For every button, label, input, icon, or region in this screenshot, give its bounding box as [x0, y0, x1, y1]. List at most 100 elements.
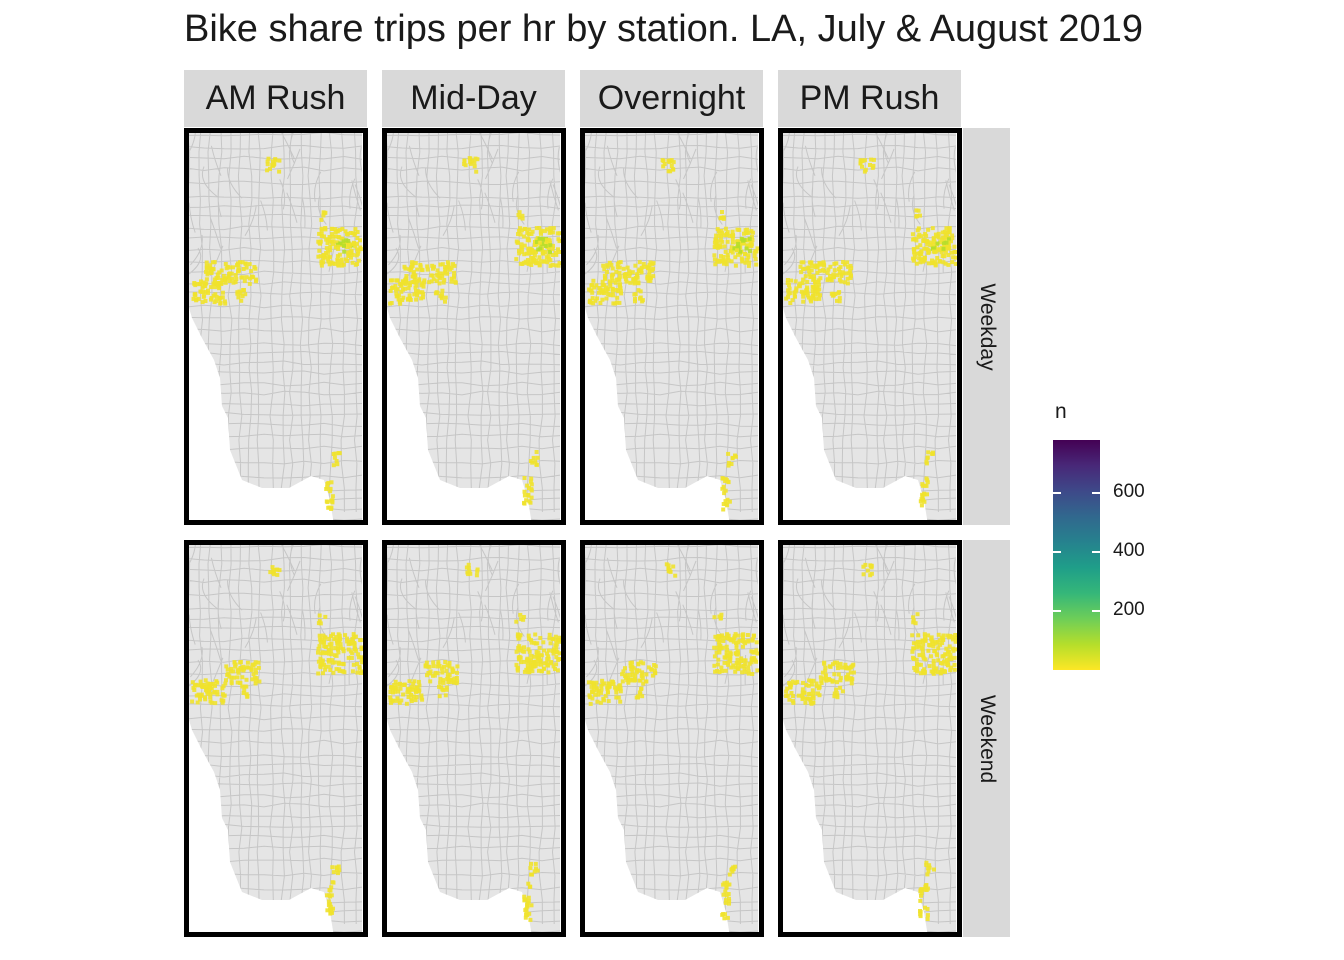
station-marker — [407, 281, 412, 286]
station-marker — [837, 296, 842, 301]
station-marker — [407, 297, 412, 301]
station-marker — [932, 867, 936, 872]
station-marker — [713, 262, 718, 267]
station-marker — [722, 916, 727, 921]
station-marker — [394, 291, 399, 296]
station-marker — [524, 498, 529, 503]
station-marker — [807, 268, 812, 273]
station-marker — [790, 298, 795, 303]
station-marker — [931, 644, 936, 649]
station-marker — [724, 885, 729, 890]
station-marker — [624, 673, 629, 678]
station-marker — [534, 462, 539, 467]
station-marker — [521, 617, 526, 622]
station-marker — [212, 277, 217, 282]
station-marker — [844, 674, 849, 679]
station-marker — [932, 245, 937, 250]
station-marker — [254, 678, 259, 683]
station-marker — [725, 660, 730, 665]
station-marker — [326, 257, 331, 262]
map-panel-mid-day-weekday — [382, 128, 566, 525]
station-marker — [945, 633, 950, 638]
station-marker — [208, 699, 213, 704]
station-marker — [346, 647, 351, 652]
station-marker — [523, 908, 528, 913]
station-marker — [934, 652, 939, 657]
station-marker — [721, 507, 726, 512]
station-marker — [516, 213, 521, 217]
panel-frame — [382, 128, 566, 525]
station-marker — [328, 668, 333, 672]
station-marker — [397, 299, 402, 304]
station-marker — [927, 642, 932, 647]
station-marker — [519, 228, 524, 233]
station-marker — [942, 237, 947, 242]
station-marker — [249, 269, 254, 274]
station-marker — [739, 664, 744, 669]
station-marker — [918, 898, 923, 903]
station-marker — [792, 294, 797, 299]
station-marker — [953, 639, 958, 644]
station-marker — [212, 285, 217, 290]
station-marker — [745, 238, 750, 243]
station-marker — [202, 293, 207, 298]
station-marker — [525, 238, 530, 243]
map-svg — [580, 128, 764, 525]
station-marker — [233, 664, 238, 669]
station-marker — [919, 497, 924, 502]
station-marker — [333, 245, 338, 250]
station-marker — [522, 500, 526, 505]
station-marker — [539, 669, 544, 674]
station-marker — [339, 260, 344, 265]
station-marker — [210, 267, 215, 272]
station-marker — [212, 300, 217, 305]
station-marker — [412, 292, 417, 297]
station-marker — [931, 261, 936, 265]
station-marker — [838, 675, 843, 680]
station-marker — [741, 634, 745, 639]
station-marker — [551, 243, 555, 248]
station-marker — [516, 636, 521, 641]
station-marker — [604, 270, 609, 274]
station-marker — [244, 684, 249, 689]
station-marker — [529, 667, 534, 671]
station-marker — [865, 568, 870, 573]
station-marker — [318, 254, 323, 259]
station-marker — [811, 678, 816, 683]
station-marker — [437, 694, 442, 699]
panel-frame — [580, 540, 764, 937]
station-marker — [402, 264, 407, 269]
station-marker — [923, 905, 927, 910]
station-marker — [253, 681, 258, 686]
station-marker — [634, 695, 639, 700]
station-marker — [731, 663, 736, 668]
station-marker — [446, 674, 451, 679]
station-marker — [951, 255, 956, 260]
station-marker — [835, 298, 839, 303]
station-marker — [817, 268, 822, 273]
station-marker — [323, 651, 328, 656]
station-marker — [918, 213, 922, 218]
station-marker — [605, 685, 610, 690]
station-marker — [631, 673, 636, 678]
station-marker — [527, 227, 532, 232]
station-marker — [589, 684, 594, 689]
station-marker — [330, 227, 335, 231]
station-marker — [921, 259, 925, 264]
station-marker — [340, 661, 345, 666]
station-marker — [720, 476, 725, 481]
station-marker — [913, 641, 918, 646]
station-marker — [514, 257, 519, 262]
station-marker — [604, 289, 609, 294]
station-marker — [935, 640, 940, 644]
station-marker — [319, 217, 324, 222]
station-marker — [545, 260, 550, 265]
station-marker — [409, 697, 414, 702]
station-marker — [444, 687, 449, 692]
station-marker — [444, 685, 449, 690]
station-marker — [529, 247, 534, 252]
station-marker — [729, 867, 734, 872]
station-marker — [528, 917, 533, 922]
station-marker — [318, 665, 323, 670]
station-marker — [630, 660, 634, 665]
